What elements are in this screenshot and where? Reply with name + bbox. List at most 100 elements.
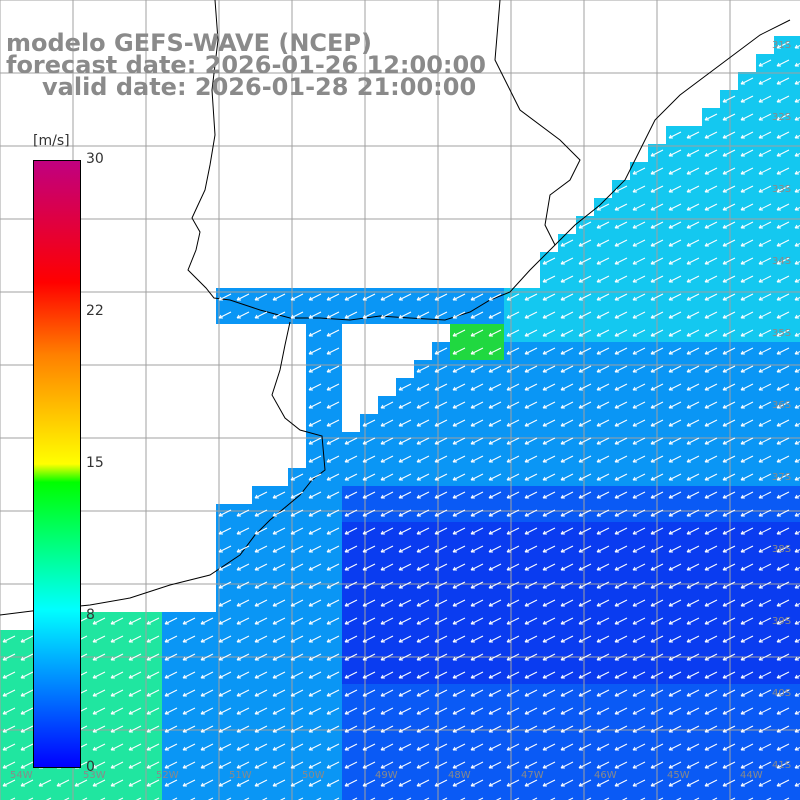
wind-arrow — [218, 293, 232, 301]
wind-arrow — [614, 311, 628, 319]
wind-arrow — [326, 581, 340, 589]
wind-arrow — [236, 545, 250, 553]
wind-arrow — [398, 707, 412, 715]
wind-arrow — [452, 401, 466, 409]
wind-arrow — [614, 419, 628, 427]
wind-arrow — [603, 797, 610, 800]
wind-cell — [792, 432, 800, 450]
wind-arrow — [650, 473, 664, 481]
wind-arrow — [776, 167, 790, 175]
wind-arrow — [164, 743, 178, 751]
wind-arrow — [578, 581, 592, 589]
wind-arrow — [596, 257, 610, 265]
colorbar-tick-8: 8 — [86, 607, 95, 623]
wind-arrow — [632, 419, 646, 427]
wind-arrow — [722, 95, 736, 103]
lat-label: 39S — [772, 616, 792, 627]
wind-arrow — [236, 761, 250, 769]
wind-arrow — [146, 617, 160, 625]
wind-arrow — [758, 113, 772, 121]
wind-arrow — [200, 617, 214, 625]
wind-arrow — [524, 347, 538, 355]
wind-arrow — [200, 707, 214, 715]
wind-arrow — [272, 545, 286, 553]
wind-arrow — [632, 581, 646, 589]
wind-arrow — [524, 365, 538, 373]
wind-arrow — [488, 527, 502, 535]
wind-arrow — [596, 725, 610, 733]
inland-border — [494, 0, 581, 246]
wind-arrow — [434, 599, 448, 607]
wind-arrow — [290, 653, 304, 661]
wind-arrow — [470, 779, 484, 787]
wind-arrow — [632, 545, 646, 553]
wind-arrow — [2, 635, 16, 643]
wind-arrow — [794, 746, 800, 751]
wind-arrow — [416, 725, 430, 733]
wind-arrow — [254, 743, 268, 751]
wind-arrow — [218, 311, 232, 319]
lon-label: 51W — [229, 770, 252, 781]
wind-arrow — [740, 221, 754, 229]
wind-arrow — [686, 779, 700, 787]
wind-arrow — [218, 635, 232, 643]
wind-arrow — [434, 779, 448, 787]
wind-arrow — [434, 653, 448, 661]
wind-cell — [792, 144, 800, 162]
wind-arrow — [261, 797, 268, 800]
wind-arrow — [722, 113, 736, 121]
wind-arrow — [272, 671, 286, 679]
wind-arrow — [2, 653, 16, 661]
wind-arrow — [794, 710, 800, 715]
wind-arrow — [722, 545, 736, 553]
wind-arrow — [614, 473, 628, 481]
wind-arrow — [686, 635, 700, 643]
wind-arrow — [650, 257, 664, 265]
wind-arrow — [704, 419, 718, 427]
wind-arrow — [578, 617, 592, 625]
wind-arrow — [182, 653, 196, 661]
wind-arrow — [632, 167, 646, 175]
wind-arrow — [416, 761, 430, 769]
wind-arrow — [9, 797, 16, 800]
wind-arrow — [668, 473, 682, 481]
wind-arrow — [704, 167, 718, 175]
wind-arrow — [650, 311, 664, 319]
wind-arrow — [92, 707, 106, 715]
wind-arrow — [362, 455, 376, 463]
wind-arrow — [722, 329, 736, 337]
wind-arrow — [614, 185, 628, 193]
wind-arrow — [776, 59, 790, 67]
wind-arrow — [326, 779, 340, 787]
wind-arrow — [668, 653, 682, 661]
wind-arrow — [542, 635, 556, 643]
wind-arrow — [722, 131, 736, 139]
wind-arrow — [218, 779, 232, 787]
wind-arrow — [722, 185, 736, 193]
wind-arrow — [524, 653, 538, 661]
wind-arrow — [632, 563, 646, 571]
wind-arrow — [740, 185, 754, 193]
wind-arrow — [488, 401, 502, 409]
wind-arrow — [776, 131, 790, 139]
wind-arrow — [506, 509, 520, 517]
wind-arrow — [776, 779, 790, 787]
wind-arrow — [434, 707, 448, 715]
wind-arrow — [470, 329, 484, 337]
wind-arrow — [146, 671, 160, 679]
wind-arrow — [614, 347, 628, 355]
wind-arrow — [164, 689, 178, 697]
wind-arrow — [452, 725, 466, 733]
wind-arrow — [441, 797, 448, 800]
wind-arrow — [218, 707, 232, 715]
wind-arrow — [668, 581, 682, 589]
wind-arrow — [686, 599, 700, 607]
wind-arrow — [668, 779, 682, 787]
wind-arrow — [452, 365, 466, 373]
wind-arrow — [740, 203, 754, 211]
wind-arrow — [542, 617, 556, 625]
wind-arrow — [344, 761, 358, 769]
wind-arrow — [704, 473, 718, 481]
wind-arrow — [362, 563, 376, 571]
wind-arrow — [542, 437, 556, 445]
